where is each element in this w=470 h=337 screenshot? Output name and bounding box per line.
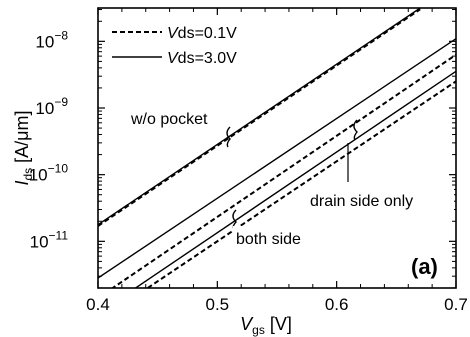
annotation-drain-side-only: drain side only [310, 193, 413, 210]
annotation-wo-pocket: w/o pocket [130, 111, 208, 128]
axis-ticks: 0.4 0.5 0.6 0.7 10−8 10−9 10−10 10−11 [29, 8, 468, 314]
series-line-both-side-vds-3-0 [134, 70, 456, 288]
legend-label-solid: Vds=3.0V [167, 50, 237, 67]
x-tick-label: 0.6 [325, 295, 349, 314]
y-tick-label: 10−11 [30, 228, 69, 251]
series-line-drain-side-only-vds-0-1 [110, 53, 456, 288]
wo-label-bg [124, 106, 224, 130]
series-line-both-side-vds-0-1 [145, 80, 456, 288]
series-line-w-o-pocket-vds-0-1 [98, 8, 421, 227]
series-group [98, 8, 456, 288]
y-tick-label: 10−8 [35, 28, 68, 51]
series-line-w-o-pocket-vds-3-0 [98, 8, 421, 226]
curve-marker-wo-pocket [226, 126, 231, 148]
legend: Vds=0.1V Vds=3.0V [112, 25, 237, 67]
both-label-bg [233, 226, 313, 250]
legend-label-dashed: Vds=0.1V [167, 25, 237, 42]
y-tick-label: 10−9 [35, 95, 68, 118]
plot-frame [97, 7, 457, 289]
x-tick-label: 0.5 [206, 295, 230, 314]
x-tick-label: 0.7 [444, 295, 468, 314]
annotation-both-side: both side [236, 231, 301, 248]
x-axis-title: Vgs [V] [240, 314, 292, 337]
series-line-drain-side-only-vds-3-0 [98, 38, 456, 279]
x-tick-label: 0.4 [86, 295, 110, 314]
curve-marker-drain-side [353, 119, 358, 141]
panel-label: (a) [411, 254, 438, 279]
drain-label-bg [306, 187, 454, 213]
y-axis-title: Ids [A/μm] [12, 110, 35, 185]
y-tick-label: 10−10 [29, 162, 69, 185]
